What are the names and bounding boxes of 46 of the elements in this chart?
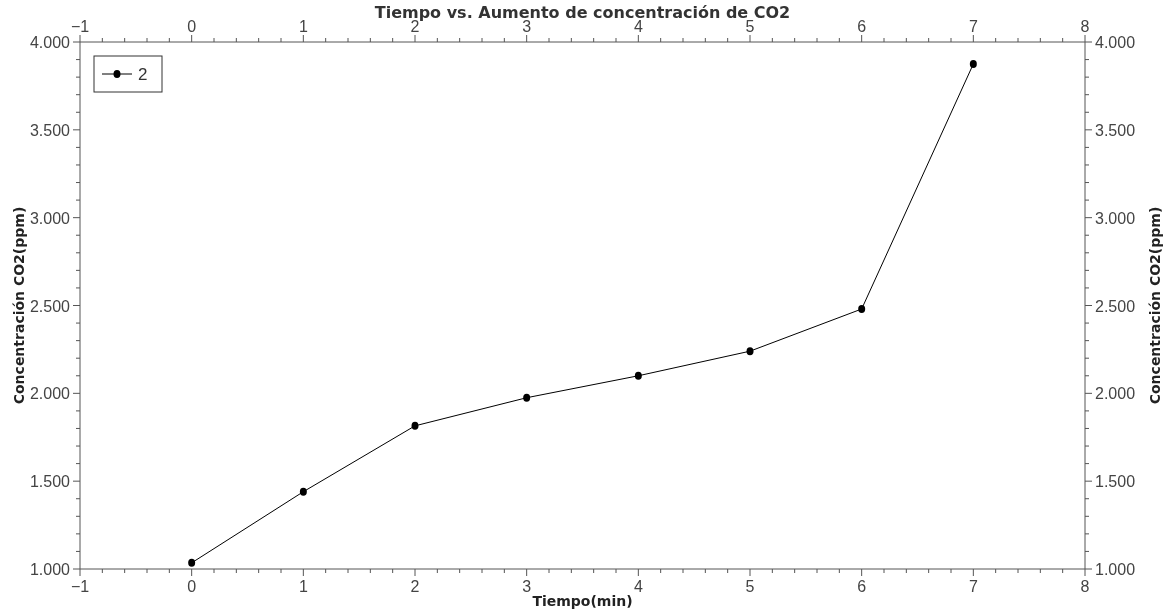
x2-tick-label: 3: [522, 578, 532, 595]
x2-tick-label: 4: [633, 578, 643, 595]
y-tick-label: 2.500: [29, 297, 71, 315]
point: [634, 371, 642, 380]
x2-tick-label: 1: [298, 578, 308, 595]
point: [299, 487, 307, 496]
y2-tick-label: 2.000: [1095, 385, 1136, 403]
y-tick-label: 1.000: [29, 561, 71, 578]
y2-axis-title: Concentración CO2(ppm): [1147, 206, 1163, 405]
y2-tick-label: 3.000: [1095, 209, 1136, 227]
x-tick-label: 3: [522, 18, 532, 35]
y2-tick-label: 1.500: [1095, 473, 1136, 491]
x-tick-label: 8: [1080, 18, 1090, 35]
y2-tick-label: 2.500: [1095, 297, 1136, 315]
x-tick-label: 5: [745, 18, 755, 35]
x-tick-label: −1: [70, 18, 90, 35]
y-tick-label: 2.000: [29, 385, 71, 403]
x2-tick-label: 5: [745, 578, 755, 595]
x2-tick-label: 0: [187, 578, 197, 595]
x-tick-label: 7: [968, 18, 978, 35]
legend-label: 2: [138, 65, 148, 84]
x2-tick-label: 7: [968, 578, 978, 595]
y2-tick-label: 4.000: [1095, 34, 1136, 51]
y-axis-title: Concentración CO2(ppm): [11, 206, 27, 405]
y2-tick-label: 3.500: [1095, 121, 1136, 139]
x2-tick-label: 6: [857, 578, 867, 595]
x-tick-label: 2: [410, 18, 420, 35]
x2-tick-label: 8: [1080, 578, 1090, 595]
x-tick-label: 0: [187, 18, 197, 35]
y-tick-label: 3.500: [29, 121, 71, 139]
point: [523, 393, 531, 402]
x2-tick-label: −1: [70, 578, 90, 595]
point: [411, 421, 419, 430]
point: [188, 558, 196, 567]
x-tick-label: 1: [298, 18, 308, 35]
point: [969, 59, 977, 68]
y2-tick-label: 1.000: [1095, 561, 1136, 578]
y-tick-label: 1.500: [29, 473, 71, 491]
x-axis-title: Tiempo(min): [532, 593, 633, 609]
x2-tick-label: 2: [410, 578, 420, 595]
x-tick-label: 6: [857, 18, 867, 35]
point: [858, 305, 866, 314]
y-tick-label: 4.000: [29, 34, 71, 51]
point: [746, 347, 754, 356]
y-tick-label: 3.000: [29, 209, 71, 227]
x-tick-label: 4: [633, 18, 643, 35]
